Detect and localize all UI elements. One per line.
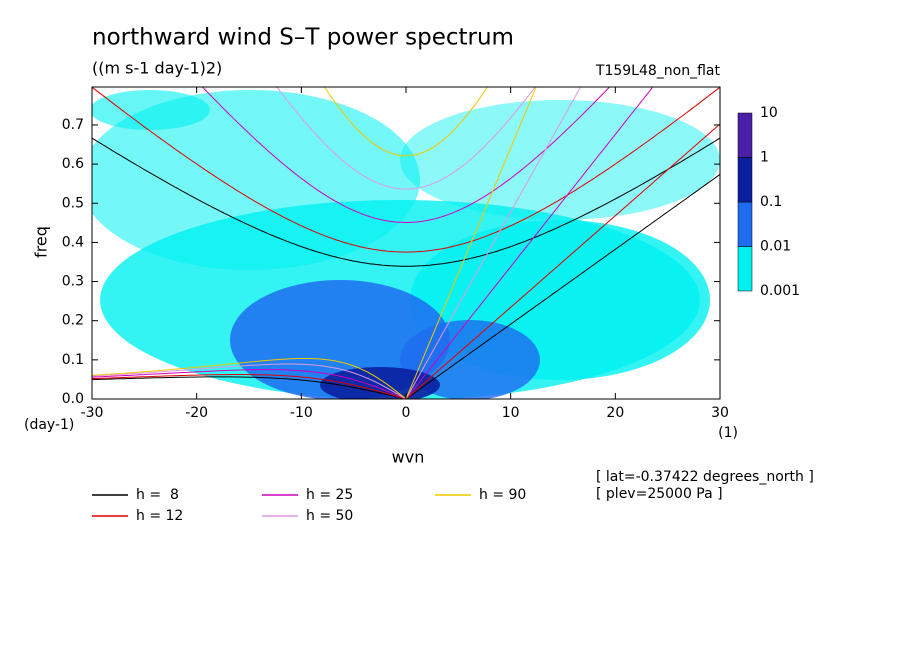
run-label: T159L48_non_flat (595, 63, 721, 79)
x-tick-label: 20 (606, 405, 624, 421)
x-tick-label: 30 (711, 405, 729, 421)
colorbar-label: 1 (760, 150, 769, 166)
dispersion-curve (92, 137, 720, 267)
dispersion-curve (92, 363, 407, 399)
contour-fill (92, 90, 210, 130)
dispersion-curve (405, 87, 537, 399)
y-tick-label: 0.1 (62, 352, 84, 368)
x-tick-label: -10 (290, 405, 313, 421)
colorbar-bin (737, 157, 753, 203)
x-tick-label: 10 (502, 405, 520, 421)
chart-subtitle: ((m s-1 day-1)2) (92, 59, 222, 78)
colorbar-label: 0.001 (760, 283, 800, 299)
colorbar-label: 10 (760, 105, 778, 121)
dispersion-curve (92, 376, 407, 399)
dispersion-curve (92, 369, 407, 399)
y-unit: (day-1) (24, 417, 74, 433)
legend-label: h = 90 (479, 487, 526, 503)
dispersion-curve (323, 87, 489, 157)
dispersion-curve (405, 173, 720, 399)
chart-title: northward wind S–T power spectrum (92, 25, 514, 51)
x-tick-label: -30 (81, 405, 104, 421)
dispersion-curve (405, 87, 582, 399)
dispersion-curve (405, 87, 654, 399)
y-tick-label: 0.5 (62, 195, 84, 211)
legend-label: h = 12 (136, 508, 183, 524)
x-tick-label: 0 (402, 405, 411, 421)
y-tick-label: 0.7 (62, 117, 84, 133)
colorbar-label: 0.1 (760, 194, 782, 210)
x-axis-label: wvn (392, 448, 425, 467)
contour-fill (400, 100, 720, 220)
contour-field (92, 90, 720, 399)
colorbar-bin (737, 201, 753, 247)
colorbar-bin (737, 246, 753, 292)
colorbar-label: 0.01 (760, 239, 791, 255)
y-tick-label: 0.0 (62, 391, 84, 407)
annotation: [ lat=-0.37422 degrees_north ] (596, 469, 814, 485)
curves (92, 87, 720, 399)
legend-label: h = 50 (306, 508, 353, 524)
dispersion-curve (92, 87, 720, 253)
dispersion-curve (405, 123, 720, 399)
legend-label: h = 25 (306, 487, 353, 503)
y-tick-label: 0.3 (62, 274, 84, 290)
dispersion-curve (92, 358, 407, 399)
legend-label: h = 8 (136, 487, 179, 503)
colorbar-bin (737, 112, 753, 158)
x-unit: (1) (718, 425, 738, 441)
y-tick-label: 0.6 (62, 156, 84, 172)
y-tick-label: 0.4 (62, 234, 84, 250)
y-axis-label: freq (32, 226, 51, 258)
annotation: [ plev=25000 Pa ] (596, 486, 723, 502)
dispersion-curve (92, 374, 407, 399)
y-tick-label: 0.2 (62, 313, 84, 329)
dispersion-curve (276, 87, 536, 190)
dispersion-curve (201, 87, 611, 224)
x-tick-label: -20 (185, 405, 208, 421)
